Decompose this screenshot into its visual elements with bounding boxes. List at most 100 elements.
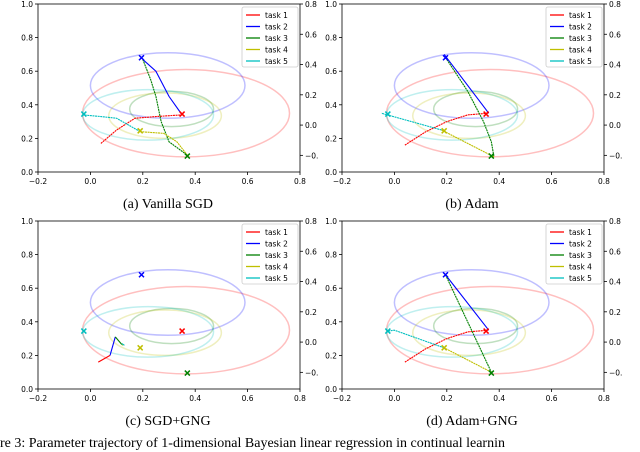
x-tick-label: 0.2 (441, 177, 453, 186)
legend-label: task 4 (569, 46, 592, 55)
y-tick-label: 1.0 (325, 217, 337, 226)
optimum-marker-task-3 (488, 370, 495, 377)
legend: task 1 task 2 task 3 task 4 task 5 (241, 6, 299, 68)
y-tick-label: 0.4 (21, 318, 33, 327)
optimum-marker-task-5 (80, 328, 87, 335)
contour-task-2 (393, 268, 550, 336)
contour-task-3 (432, 90, 519, 128)
contour-task-5 (385, 88, 519, 141)
optimum-marker-task-3 (488, 153, 495, 160)
legend-label: task 3 (569, 251, 592, 260)
y-tick-label: 0.2 (325, 134, 337, 143)
contour-task-3 (128, 307, 215, 345)
y2-tick-label: 0.8 (305, 0, 317, 9)
axes-frame (341, 220, 605, 390)
y-tick-label: 0.8 (21, 251, 33, 260)
axes-frame (37, 3, 301, 173)
trajectory-task-1 (100, 114, 183, 144)
contour-task-3 (432, 307, 519, 345)
legend: task 1 task 2 task 3 task 4 task 5 (545, 223, 603, 285)
legend-label: task 5 (569, 57, 592, 66)
contour-task-4 (411, 309, 527, 357)
trajectory-task-3 (114, 336, 123, 345)
y-tick-label: 0.2 (21, 134, 33, 143)
y2-tick-label: −0. (609, 368, 622, 377)
optimum-marker-task-4 (137, 344, 144, 351)
optimum-marker-task-2 (138, 54, 145, 61)
y2-tick-label: 0.0 (305, 121, 317, 130)
legend-box (545, 223, 603, 285)
legend-label: task 2 (569, 240, 592, 249)
contour-task-1 (385, 285, 595, 375)
caption-d: (d) Adam+GNG (426, 414, 518, 429)
legend-label: task 5 (265, 274, 288, 283)
legend-box (241, 223, 299, 285)
y-tick-label: 0.8 (21, 34, 33, 43)
subplot-c: −0.2 0.0 0.2 0.4 0.6 0.80.00.20.40.60.81.0−0.… (21, 217, 318, 403)
plot-area (80, 51, 291, 160)
x-tick-label: 0.2 (137, 177, 149, 186)
legend-box (241, 6, 299, 68)
x-tick-label: 0.8 (598, 394, 610, 403)
contour-task-1 (385, 68, 595, 158)
trajectory-task-2 (142, 59, 183, 116)
x-tick-label: 0.0 (388, 394, 400, 403)
legend-label: task 1 (569, 228, 592, 237)
trajectory-task-2 (445, 274, 490, 331)
y-tick-label: 0.0 (21, 168, 33, 177)
legend: task 1 task 2 task 3 task 4 task 5 (545, 6, 603, 68)
trajectory-task-4 (443, 347, 492, 373)
trajectory-task-3 (444, 274, 492, 373)
contour-task-2 (89, 268, 246, 336)
y-tick-label: 1.0 (21, 217, 33, 226)
caption-c: (c) SGD+GNG (125, 414, 211, 429)
optimum-marker-task-4 (441, 127, 448, 134)
contour-task-2 (89, 51, 246, 119)
y2-tick-label: 0.4 (305, 278, 317, 287)
legend-box (545, 6, 603, 68)
y2-tick-label: 0.8 (609, 217, 621, 226)
x-tick-label: −0.2 (29, 177, 47, 186)
y-tick-label: 0.0 (325, 385, 337, 394)
y2-tick-label: 0.8 (305, 217, 317, 226)
y2-tick-label: 0.6 (305, 247, 317, 256)
optimum-marker-task-3 (184, 153, 191, 160)
y-tick-label: 1.0 (21, 0, 33, 9)
legend: task 1 task 2 task 3 task 4 task 5 (241, 223, 299, 285)
contour-task-1 (81, 285, 291, 375)
optimum-marker-task-2 (442, 54, 449, 61)
legend-label: task 1 (265, 11, 288, 20)
x-tick-label: 0.2 (441, 394, 453, 403)
y2-tick-label: 0.0 (305, 338, 317, 347)
y-tick-label: 0.4 (325, 318, 337, 327)
contour-task-5 (385, 305, 519, 358)
plot-area (381, 51, 595, 160)
trajectory-task-5 (381, 112, 442, 131)
legend-label: task 3 (265, 251, 288, 260)
x-tick-label: 0.4 (493, 394, 505, 403)
y-tick-label: 0.6 (325, 67, 337, 76)
y2-tick-label: 0.2 (609, 91, 621, 100)
y2-tick-label: 0.4 (609, 278, 621, 287)
optimum-marker-task-1 (179, 328, 186, 335)
x-tick-label: 0.0 (84, 394, 96, 403)
trajectory-task-5 (82, 114, 141, 133)
trajectory-task-4 (121, 344, 124, 346)
optimum-marker-task-2 (442, 271, 449, 278)
y2-tick-label: −0. (609, 151, 622, 160)
optimum-marker-task-1 (483, 111, 490, 118)
x-tick-label: 0.0 (388, 177, 400, 186)
y-tick-label: 0.2 (21, 351, 33, 360)
optimum-marker-task-5 (384, 111, 391, 118)
contour-task-3 (128, 90, 215, 128)
y2-tick-label: 0.2 (609, 308, 621, 317)
y-tick-label: 0.8 (325, 34, 337, 43)
x-tick-label: 0.4 (189, 177, 201, 186)
y2-tick-label: −0. (305, 368, 318, 377)
contour-task-5 (81, 305, 215, 358)
legend-label: task 4 (569, 263, 592, 272)
legend-label: task 2 (265, 23, 288, 32)
legend-label: task 5 (265, 57, 288, 66)
trajectory-task-3 (142, 59, 188, 156)
optimum-marker-task-5 (384, 328, 391, 335)
